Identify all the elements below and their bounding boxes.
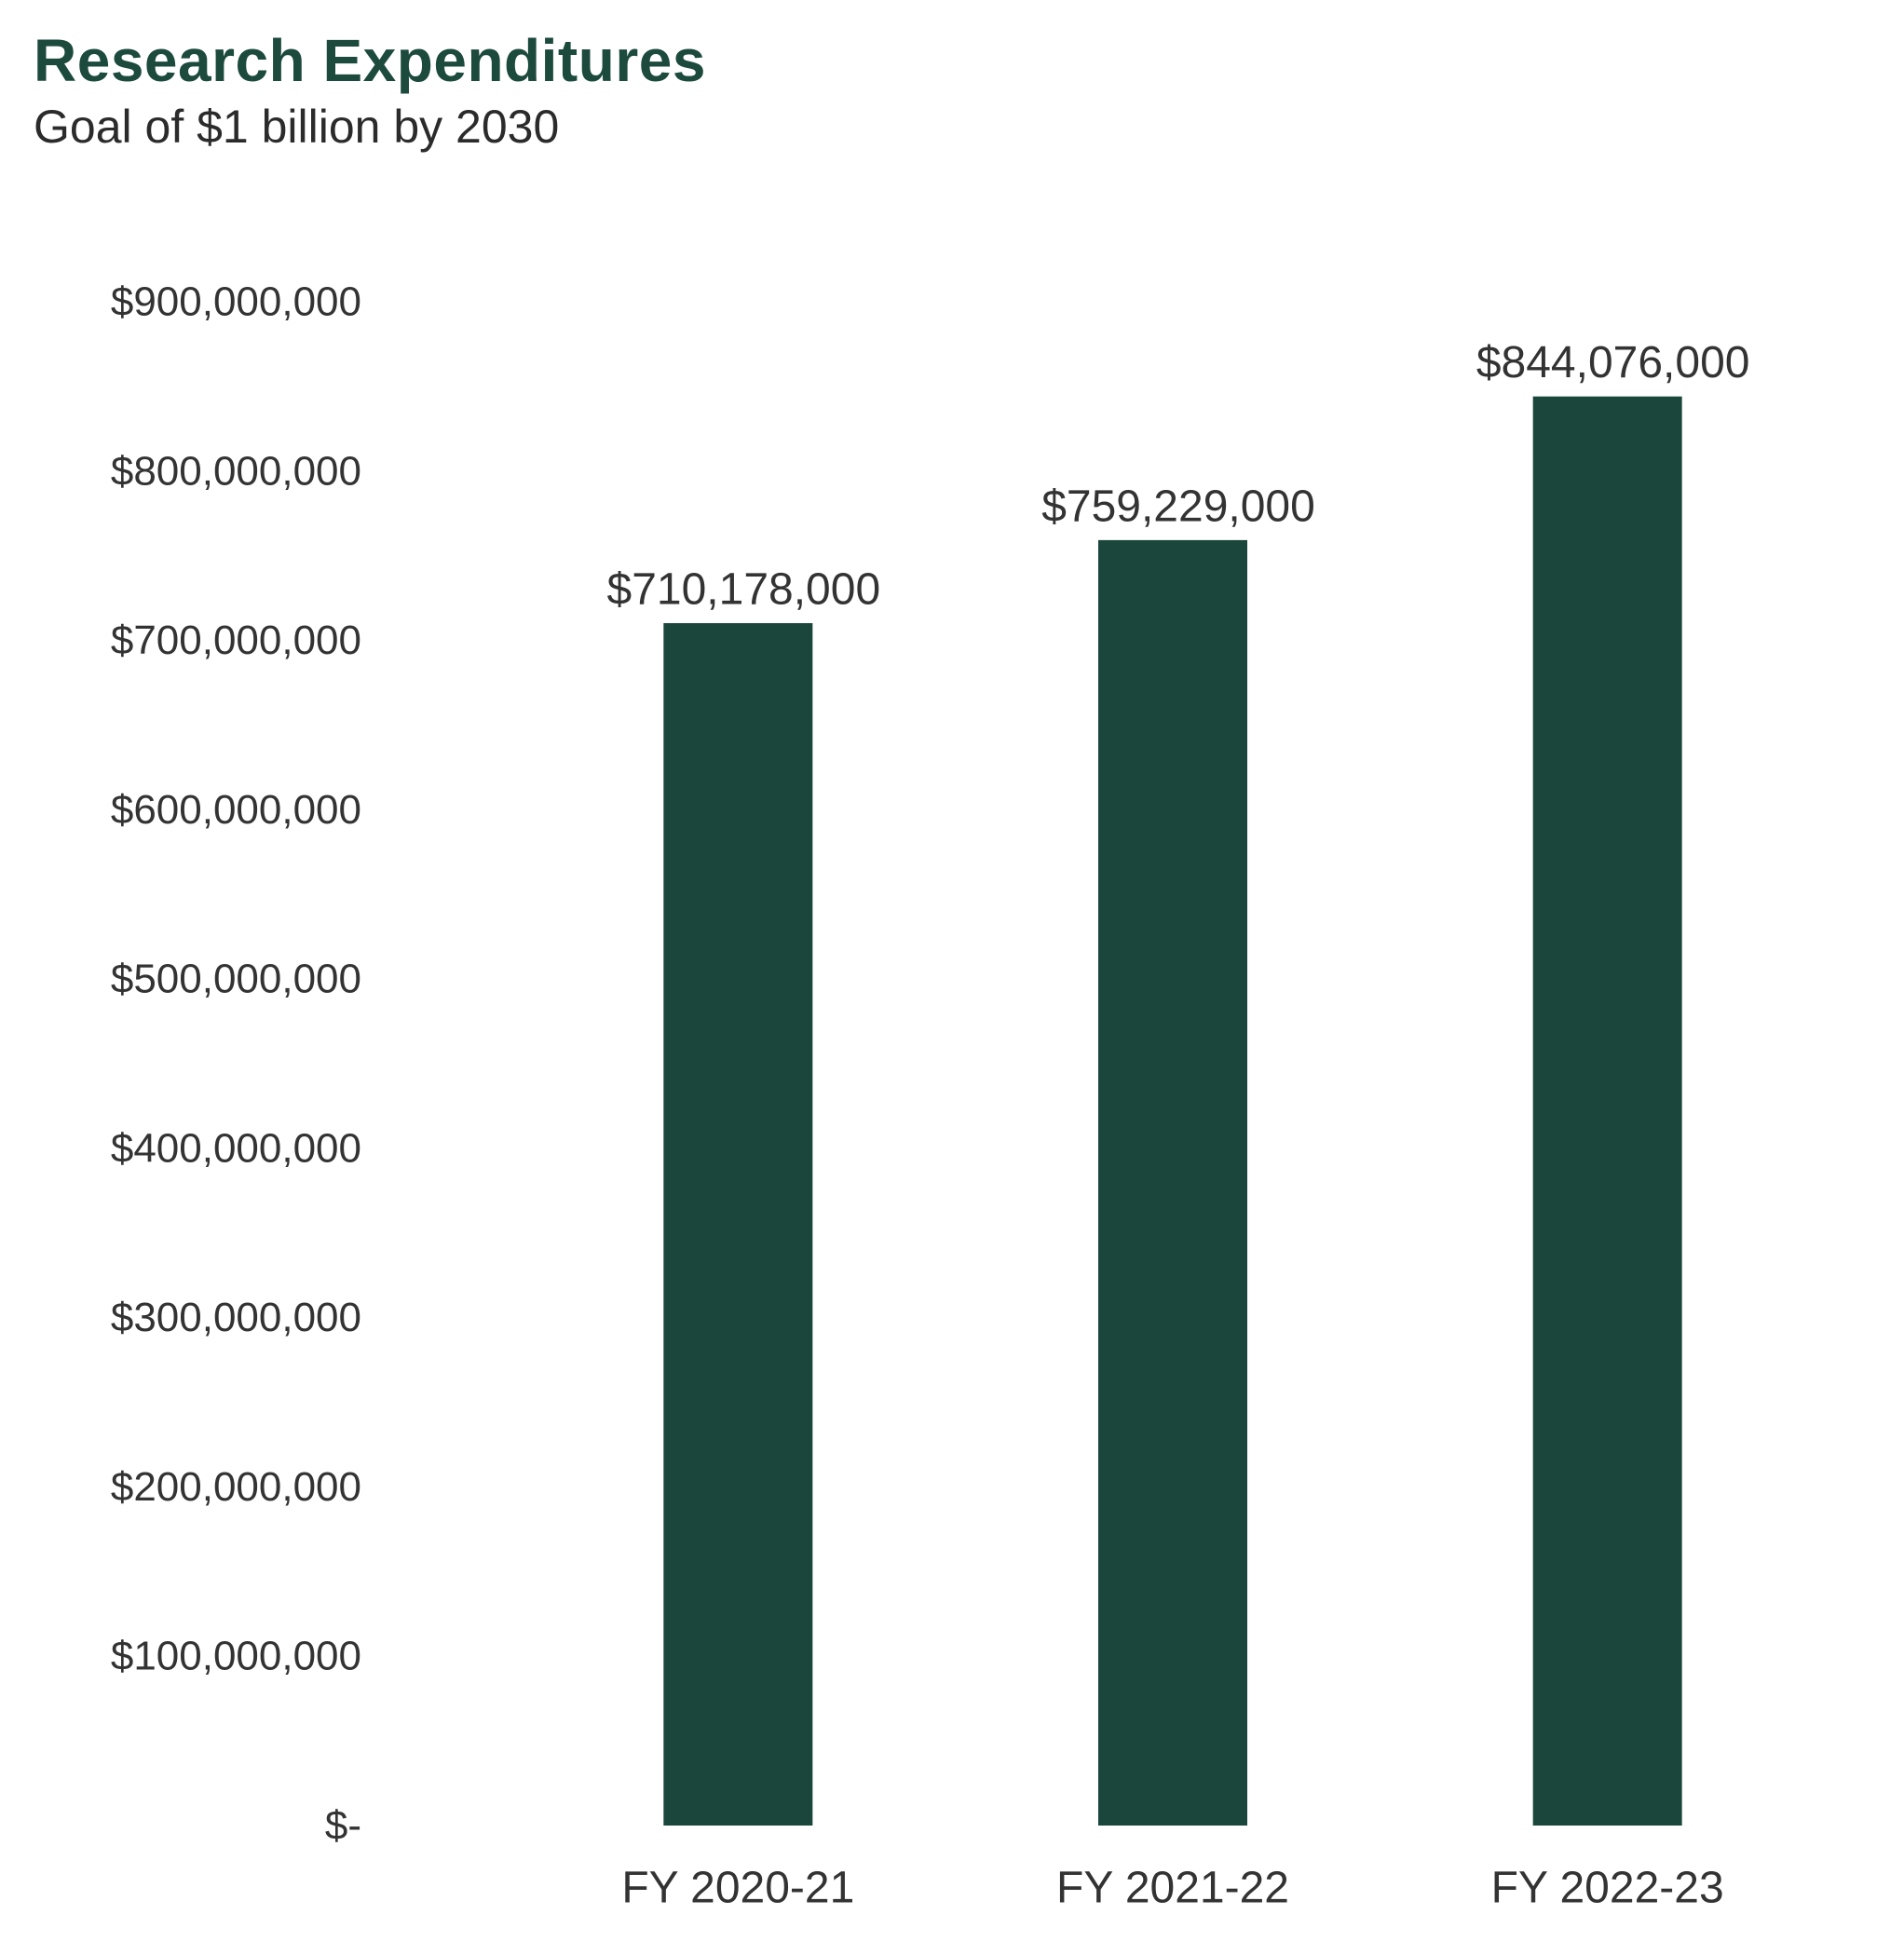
bar [663,623,813,1826]
y-tick-label: $400,000,000 [111,1125,361,1171]
y-tick-label: $600,000,000 [111,787,361,833]
data-labels: $710,178,000 $759,229,000 $844,076,000 [607,338,1750,614]
x-tick-label: FY 2021-22 [1056,1864,1289,1913]
y-tick-label: $700,000,000 [111,618,361,663]
bar [1098,539,1247,1826]
x-axis: FY 2020-21 FY 2021-22 FY 2022-23 [621,1864,1723,1913]
y-tick-label: $- [325,1803,361,1849]
chart-title: Research Expenditures [34,27,706,94]
chart-subtitle: Goal of $1 billion by 2030 [34,101,560,153]
bar-series [663,396,1682,1826]
y-tick-label: $900,000,000 [111,279,361,325]
y-axis: $- $100,000,000 $200,000,000 $300,000,000 $4… [111,279,361,1849]
y-tick-label: $500,000,000 [111,957,361,1002]
bar [1532,396,1682,1826]
y-tick-label: $200,000,000 [111,1464,361,1510]
y-tick-label: $300,000,000 [111,1295,361,1340]
bar-data-label: $759,229,000 [1041,482,1315,531]
y-tick-label: $100,000,000 [111,1634,361,1679]
x-tick-label: FY 2020-21 [621,1864,854,1913]
y-tick-label: $800,000,000 [111,448,361,494]
x-tick-label: FY 2022-23 [1491,1864,1724,1913]
bar-data-label: $844,076,000 [1476,338,1750,387]
bar-data-label: $710,178,000 [607,565,881,615]
